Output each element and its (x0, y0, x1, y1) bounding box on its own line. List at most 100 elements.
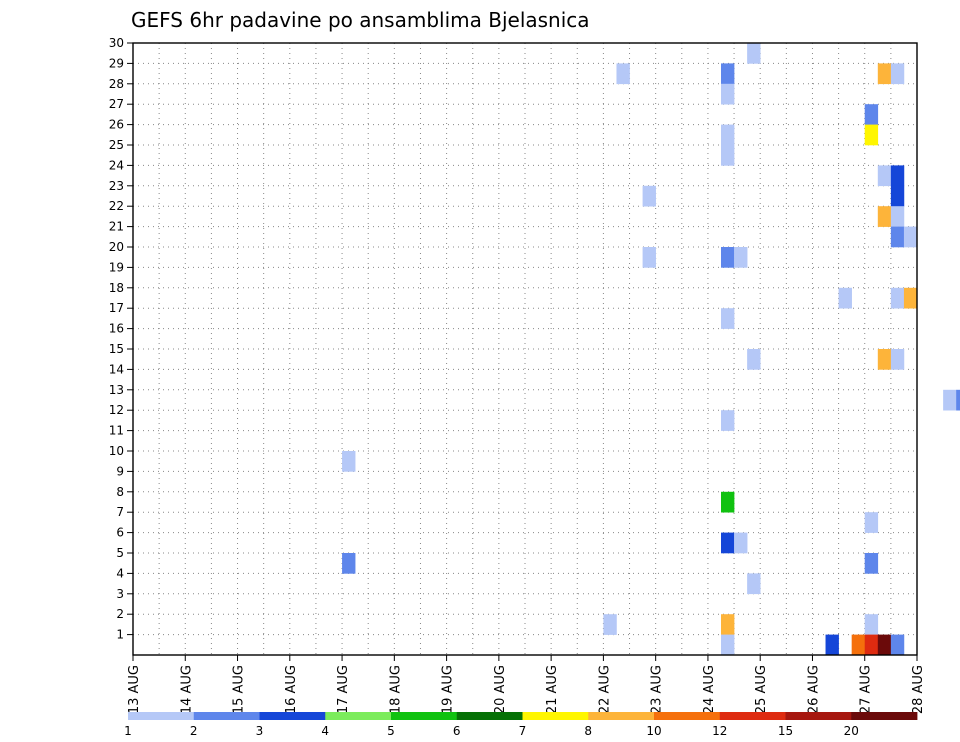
heatmap-cell (851, 634, 866, 656)
heatmap-cell (721, 63, 735, 85)
chart-title: GEFS 6hr padavine po ansamblima Bjelasni… (131, 8, 590, 32)
heatmap-cell (877, 634, 892, 656)
heatmap-cell (721, 247, 735, 268)
heatmap-cell (877, 63, 892, 85)
heatmap-cell (890, 634, 905, 656)
legend-label: 8 (584, 724, 592, 738)
color-legend: 1 2 3 4 5 6 7 8 10 12 15 20 (124, 712, 918, 738)
legend-label: 20 (844, 724, 859, 738)
heatmap-cell (956, 389, 960, 411)
legend-label: 1 (124, 724, 132, 738)
x-tick-label: 16 AUG (284, 665, 299, 714)
y-tick-label: 18 (109, 281, 124, 295)
heatmap-cell (721, 308, 735, 329)
y-tick-label: 12 (109, 403, 124, 417)
x-tick-label: 14 AUG (179, 665, 194, 714)
y-tick-label: 14 (109, 362, 124, 376)
y-tick-label: 7 (116, 505, 124, 519)
heatmap-cell (825, 634, 839, 656)
y-tick-label: 19 (109, 260, 124, 274)
heatmap-cell (890, 206, 905, 227)
y-tick-label: 21 (109, 220, 124, 234)
legend-swatch (128, 712, 195, 720)
y-tick-label: 15 (109, 342, 124, 356)
heatmap-cell (721, 124, 735, 146)
y-tick-label: 5 (116, 546, 124, 560)
legend-swatch (588, 712, 655, 720)
y-tick-label: 4 (116, 566, 124, 580)
x-tick-label: 26 AUG (806, 665, 821, 714)
legend-label: 7 (519, 724, 527, 738)
legend-label: 5 (387, 724, 395, 738)
legend-label: 3 (256, 724, 264, 738)
y-tick-label: 30 (109, 36, 124, 50)
y-tick-label: 20 (109, 240, 124, 254)
heatmap-cell (342, 451, 356, 472)
x-tick-label: 15 AUG (232, 665, 247, 714)
heatmap-cell (747, 349, 761, 370)
y-tick-label: 22 (109, 199, 124, 213)
heatmap-cell (747, 573, 761, 595)
heatmap-cell (890, 287, 905, 309)
y-tick-label: 17 (109, 301, 124, 315)
heatmap-cell (734, 247, 748, 268)
y-tick-label: 2 (116, 607, 124, 621)
x-tick-label: 24 AUG (702, 665, 717, 714)
y-axis: 1234567891011121314151617181920212223242… (109, 36, 133, 642)
heatmap-cell (642, 247, 656, 268)
legend-swatch (522, 712, 589, 720)
y-tick-label: 9 (116, 464, 124, 478)
heatmap-cell (877, 349, 892, 370)
heatmap-cell (721, 410, 735, 431)
heatmap-cell (943, 389, 957, 411)
y-tick-label: 10 (109, 444, 124, 458)
heatmap-cell (877, 206, 892, 227)
heatmap-cell (721, 83, 735, 105)
legend-swatch (456, 712, 523, 720)
x-tick-label: 18 AUG (388, 665, 403, 714)
y-tick-label: 6 (116, 526, 124, 540)
legend-swatch (654, 712, 721, 720)
x-tick-label: 28 AUG (911, 665, 926, 714)
y-tick-label: 13 (109, 383, 124, 397)
heatmap-cell (864, 614, 879, 635)
x-tick-label: 27 AUG (859, 665, 874, 714)
heatmap-cell (890, 185, 905, 207)
y-tick-label: 27 (109, 97, 124, 111)
legend-swatch (259, 712, 326, 720)
legend-swatch (325, 712, 392, 720)
heatmap-cell (890, 226, 905, 248)
grid-lines (133, 43, 917, 655)
heatmap-cell (890, 165, 905, 187)
heatmap-cell (903, 226, 918, 248)
heatmap-cell (838, 287, 852, 309)
heatmap-cell (721, 614, 735, 635)
heatmap-cell (864, 512, 879, 533)
legend-label: 6 (453, 724, 461, 738)
legend-swatch (193, 712, 260, 720)
y-tick-label: 28 (109, 77, 124, 91)
y-tick-label: 23 (109, 179, 124, 193)
x-tick-label: 13 AUG (127, 665, 142, 714)
heatmap-cell (747, 43, 761, 64)
y-tick-label: 8 (116, 485, 124, 499)
legend-label: 2 (190, 724, 198, 738)
x-axis: 13 AUG 14 AUG 15 AUG 16 AUG 17 AUG 18 AUG 19 A… (127, 655, 926, 714)
heatmap-cell (890, 349, 905, 370)
legend-label: 10 (646, 724, 661, 738)
heatmap-cell (864, 553, 879, 574)
heatmap-cell (603, 614, 617, 635)
heatmap-cells (342, 43, 960, 656)
heatmap-cell (877, 165, 892, 187)
y-tick-label: 25 (109, 138, 124, 152)
legend-swatch (851, 712, 918, 720)
legend-label: 15 (778, 724, 793, 738)
heatmap-cell (342, 553, 356, 574)
x-tick-label: 25 AUG (754, 665, 769, 714)
heatmap-cell (721, 634, 735, 656)
x-tick-label: 20 AUG (493, 665, 508, 714)
legend-swatch (391, 712, 458, 720)
legend-swatch (785, 712, 852, 720)
y-tick-label: 3 (116, 587, 124, 601)
y-tick-label: 24 (109, 158, 124, 172)
